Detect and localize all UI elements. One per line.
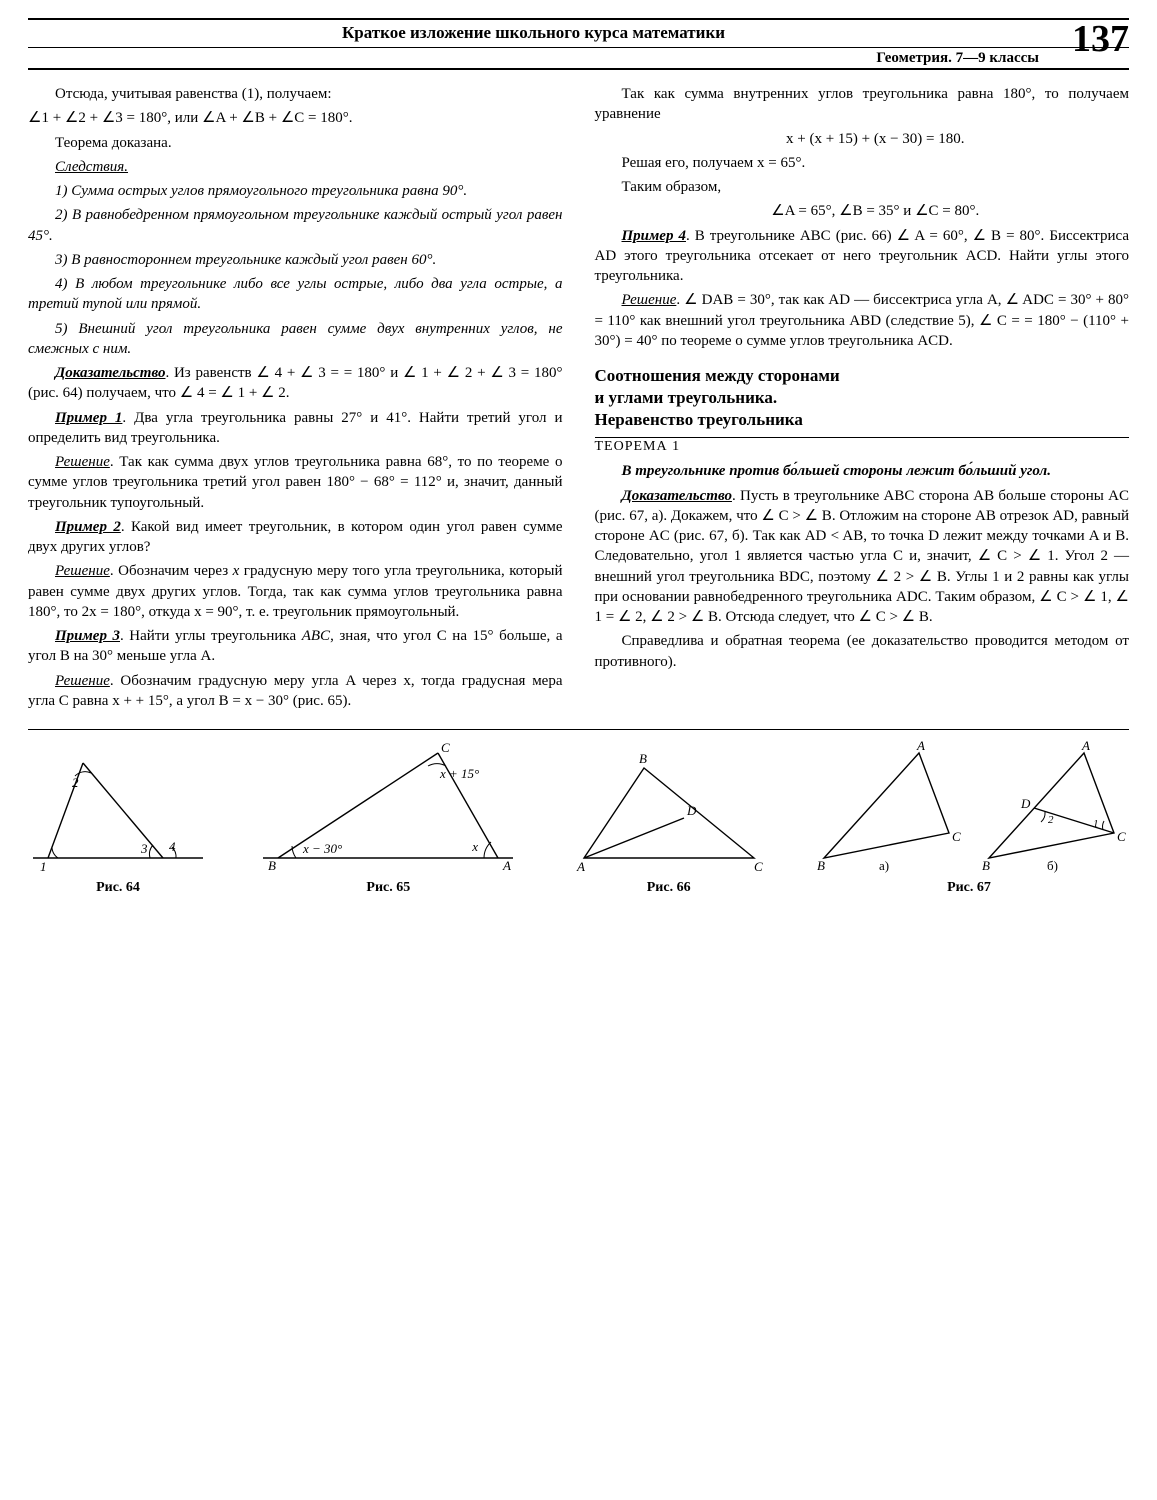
example-4-solution: Решение. ∠ DAB = 30°, так как AD — биссе…: [595, 290, 1130, 351]
theorem-label: ТЕОРЕМА 1: [595, 438, 1130, 457]
left-column: Отсюда, учитывая равенства (1), получаем…: [28, 84, 563, 715]
figure-66: A B C D Рис. 66: [569, 743, 769, 898]
left-p1b: ∠1 + ∠2 + ∠3 = 180°, или ∠A + ∠B + ∠C = …: [28, 108, 563, 128]
right-eq1: x + (x + 15) + (x − 30) = 180.: [595, 129, 1130, 149]
proof-left: Доказательство. Из равенств ∠ 4 + ∠ 3 = …: [28, 363, 563, 404]
page-number: 137: [1072, 20, 1129, 58]
corollary-4: 4) В любом треугольнике либо все углы ос…: [28, 274, 563, 315]
corollary-3: 3) В равностороннем треугольнике каждый …: [28, 250, 563, 270]
example-2-solution: Решение. Обозначим через x градусную мер…: [28, 561, 563, 622]
corollaries-heading: Следствия.: [28, 157, 563, 177]
svg-text:B: B: [639, 751, 647, 766]
example-1-solution: Решение. Так как сумма двух углов треуго…: [28, 452, 563, 513]
svg-text:3: 3: [140, 841, 148, 856]
example-3: Пример 3. Найти углы треугольника ABC, з…: [28, 626, 563, 667]
left-p1c: Теорема доказана.: [28, 133, 563, 153]
svg-text:x − 30°: x − 30°: [302, 841, 342, 856]
svg-text:B: B: [817, 858, 825, 873]
body-columns: Отсюда, учитывая равенства (1), получаем…: [28, 84, 1129, 715]
svg-text:A: A: [502, 858, 511, 873]
theorem-body: В треугольнике против бо́льшей стороны л…: [595, 461, 1130, 481]
right-column: Так как сумма внутренних углов треугольн…: [595, 84, 1130, 715]
svg-text:2: 2: [72, 775, 79, 790]
figure-64: 1 2 3 4 Рис. 64: [28, 743, 208, 898]
proof-right: Доказательство. Пусть в треугольнике ABC…: [595, 486, 1130, 628]
svg-text:x: x: [472, 839, 479, 854]
header-subtitle: Геометрия. 7—9 классы: [28, 48, 1129, 70]
right-eq2: ∠A = 65°, ∠B = 35° и ∠C = 80°.: [595, 201, 1130, 221]
svg-text:C: C: [754, 859, 763, 873]
svg-text:D: D: [1020, 796, 1031, 811]
corollary-5: 5) Внешний угол треугольника равен сумме…: [28, 319, 563, 360]
figure-64-svg: 1 2 3 4: [28, 743, 208, 873]
svg-text:C: C: [1117, 829, 1126, 844]
svg-text:а): а): [879, 858, 889, 873]
corollary-1: 1) Сумма острых углов прямоугольного тре…: [28, 181, 563, 201]
svg-text:1: 1: [1093, 818, 1099, 830]
example-2: Пример 2. Какой вид имеет треугольник, в…: [28, 517, 563, 558]
svg-text:б): б): [1047, 858, 1058, 873]
figure-66-svg: A B C D: [569, 743, 769, 873]
svg-text:A: A: [1081, 738, 1090, 753]
figure-66-caption: Рис. 66: [569, 879, 769, 898]
example-3-solution: Решение. Обозначим градусную меру угла A…: [28, 671, 563, 712]
right-tail: Справедлива и обратная теорема (ее доказ…: [595, 631, 1130, 672]
example-1: Пример 1. Два угла треугольника равны 27…: [28, 408, 563, 449]
figure-65-svg: B A C x − 30° x x + 15°: [248, 738, 528, 873]
svg-text:2: 2: [1048, 814, 1054, 826]
figure-67-caption: Рис. 67: [809, 879, 1129, 898]
left-p1a: Отсюда, учитывая равенства (1), получаем…: [28, 84, 563, 104]
svg-text:x + 15°: x + 15°: [439, 766, 479, 781]
figure-64-caption: Рис. 64: [28, 879, 208, 898]
svg-text:A: A: [576, 859, 585, 873]
svg-text:4: 4: [169, 839, 176, 854]
figure-row: 1 2 3 4 Рис. 64 B A C x − 30° x x + 15°: [28, 729, 1129, 898]
page-header: Краткое изложение школьного курса матема…: [28, 18, 1129, 70]
section-heading: Соотношения между сторонами и углами тре…: [595, 365, 1130, 431]
header-title: Краткое изложение школьного курса матема…: [28, 22, 1129, 45]
example-4: Пример 4. В треугольнике ABC (рис. 66) ∠…: [595, 226, 1130, 287]
right-p3: Таким образом,: [595, 177, 1130, 197]
corollary-2: 2) В равнобедренном прямоугольном треуго…: [28, 205, 563, 246]
svg-text:D: D: [686, 803, 697, 818]
svg-text:B: B: [268, 858, 276, 873]
svg-text:B: B: [982, 858, 990, 873]
svg-text:C: C: [952, 829, 961, 844]
svg-text:C: C: [441, 740, 450, 755]
right-p2: Решая его, получаем x = 65°.: [595, 153, 1130, 173]
figure-67-svg: B A C а) B A C D 2 1 б): [809, 738, 1129, 873]
figure-65: B A C x − 30° x x + 15° Рис. 65: [248, 738, 528, 898]
figure-65-caption: Рис. 65: [248, 879, 528, 898]
svg-text:1: 1: [40, 859, 47, 873]
right-p1: Так как сумма внутренних углов треугольн…: [595, 84, 1130, 125]
figure-67: B A C а) B A C D 2 1 б) Рис. 67: [809, 738, 1129, 898]
svg-text:A: A: [916, 738, 925, 753]
